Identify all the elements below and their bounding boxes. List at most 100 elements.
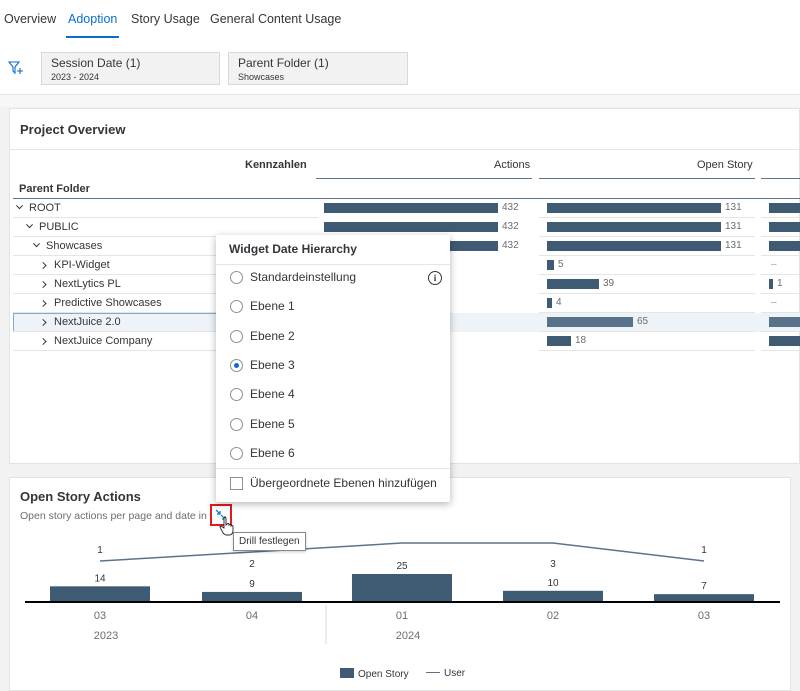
user-series-line [99, 542, 705, 562]
table-row[interactable]: KPI-Widget [13, 256, 800, 275]
column-header-actions[interactable]: Actions [494, 159, 531, 171]
filter-chip-parent-folder[interactable]: Parent Folder (1) Showcases [228, 52, 408, 85]
table-row[interactable]: ROOT [13, 199, 800, 218]
chevron-down-icon[interactable] [32, 240, 41, 248]
x-group-label: 2023 [94, 630, 118, 642]
chevron-right-icon[interactable] [39, 299, 47, 308]
third-column-bar[interactable] [769, 222, 800, 232]
tree-node-label[interactable]: NextLytics PL [39, 278, 121, 290]
legend-open-story[interactable]: Open Story [340, 668, 409, 680]
legend-label: User [444, 668, 466, 679]
legend-swatch [340, 668, 354, 678]
filter-chip-title: Session Date (1) [51, 56, 141, 70]
open-story-bar[interactable] [503, 590, 603, 602]
tree-node-label[interactable]: NextJuice Company [39, 335, 152, 347]
chevron-down-icon[interactable] [15, 202, 24, 210]
info-icon[interactable]: i [428, 271, 442, 285]
option-label: Ebene 5 [250, 416, 295, 431]
chevron-right-icon[interactable] [39, 337, 47, 346]
actions-bar[interactable] [324, 222, 498, 232]
radio-button[interactable] [230, 388, 243, 402]
add-parent-levels-checkbox[interactable]: Übergeordnete Ebenen hinzufügen [230, 475, 440, 493]
radio-button[interactable] [230, 271, 243, 284]
third-column-bar[interactable] [769, 279, 773, 289]
tree-node-text: NextJuice 2.0 [54, 316, 121, 328]
third-column-value: – [771, 297, 777, 308]
hierarchy-option[interactable]: Ebene 6 [230, 445, 440, 463]
tab-adoption[interactable]: Adoption [65, 12, 120, 38]
actions-bar[interactable] [324, 203, 498, 213]
open-story-bar[interactable] [654, 594, 754, 602]
hierarchy-option[interactable]: Ebene 1 [230, 298, 440, 316]
filter-chip-value: 2023 - 2024 [51, 72, 100, 82]
third-column-bar[interactable] [769, 203, 800, 213]
third-column-bar[interactable] [769, 336, 800, 346]
open-story-bar[interactable] [547, 222, 721, 232]
table-row[interactable]: Showcases [13, 237, 800, 256]
radio-button[interactable] [230, 358, 243, 372]
filter-add-icon[interactable] [8, 60, 24, 76]
open-story-bar[interactable] [50, 586, 150, 602]
table-row[interactable]: NextLytics PL [13, 275, 800, 294]
tab-general-content-usage[interactable]: General Content Usage [210, 12, 342, 26]
open-story-bar[interactable] [547, 260, 554, 270]
row-focus-outline [13, 313, 218, 332]
tree-node-label[interactable]: Predictive Showcases [39, 297, 162, 309]
divider [761, 331, 800, 332]
radio-button[interactable] [230, 329, 243, 343]
divider [316, 178, 532, 179]
open-story-bar[interactable] [547, 317, 633, 327]
chevron-down-icon[interactable] [25, 221, 34, 229]
divider [539, 236, 755, 237]
tab-overview[interactable]: Overview [4, 12, 57, 26]
divider [13, 198, 800, 199]
open-story-bar[interactable] [202, 591, 302, 602]
open-story-bar[interactable] [352, 574, 452, 602]
table-row[interactable]: Predictive Showcases [13, 294, 800, 313]
third-column-bar[interactable] [769, 241, 800, 251]
drill-button[interactable] [210, 504, 232, 526]
open-story-bar[interactable] [547, 298, 552, 308]
tree-node-label[interactable]: PUBLIC [25, 221, 79, 233]
open-story-bar[interactable] [547, 241, 721, 251]
radio-button[interactable] [230, 417, 243, 431]
tree-node-label[interactable]: Showcases [32, 240, 102, 252]
radio-button[interactable] [230, 446, 243, 460]
third-column-bar[interactable] [769, 317, 800, 327]
chevron-right-icon[interactable] [39, 280, 47, 289]
open-story-value: 65 [637, 316, 649, 327]
radio-button[interactable] [230, 300, 243, 314]
divider [761, 312, 800, 313]
hierarchy-option[interactable]: Ebene 5 [230, 416, 440, 434]
open-story-bar[interactable] [547, 203, 721, 213]
chevron-right-icon[interactable] [39, 261, 47, 270]
hierarchy-option[interactable]: Ebene 3 [230, 357, 440, 375]
open-story-bar[interactable] [547, 279, 599, 289]
card-title: Project Overview [20, 122, 126, 137]
table-row[interactable]: PUBLIC [13, 218, 800, 237]
tree-node-label[interactable]: ROOT [15, 202, 61, 214]
third-column-value: – [771, 259, 777, 270]
open-story-bar[interactable] [547, 336, 571, 346]
hierarchy-option[interactable]: Ebene 2 [230, 328, 440, 346]
open-story-value: 131 [725, 240, 742, 251]
third-column-value: 1 [777, 278, 783, 289]
hierarchy-option[interactable]: Standardeinstellung i [230, 269, 442, 287]
divider [761, 350, 800, 351]
divider [761, 178, 800, 179]
column-header-open-story[interactable]: Open Story [697, 159, 753, 171]
bar-data-label: 14 [94, 573, 106, 584]
filter-chip-session-date[interactable]: Session Date (1) 2023 - 2024 [41, 52, 220, 85]
legend-swatch [426, 671, 440, 673]
legend-user[interactable]: User [426, 668, 465, 679]
table-row[interactable]: NextJuice Company [13, 332, 800, 351]
tree-node-label[interactable]: NextJuice 2.0 [39, 316, 121, 328]
checkbox[interactable] [230, 477, 243, 490]
hierarchy-option[interactable]: Ebene 4 [230, 386, 440, 404]
open-story-value: 4 [556, 297, 562, 308]
tree-node-label[interactable]: KPI-Widget [39, 259, 110, 271]
tab-story-usage[interactable]: Story Usage [131, 12, 200, 26]
divider [761, 274, 800, 275]
tree-node-text: ROOT [29, 202, 61, 214]
open-story-value: 39 [603, 278, 615, 289]
